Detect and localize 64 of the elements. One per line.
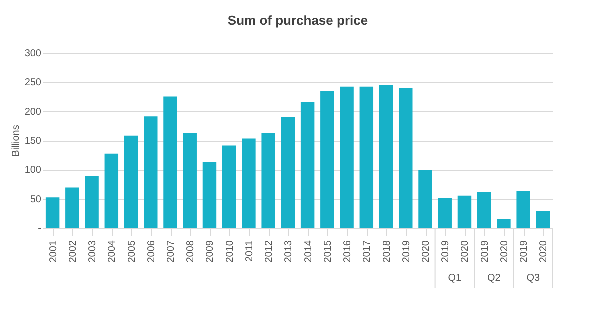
x-tick-label: 2010 [224, 240, 236, 263]
x-tick-label: 2013 [284, 240, 295, 263]
bar [281, 117, 296, 228]
y-tick-label: 200 [24, 106, 42, 118]
x-tick-label: 2019 [519, 240, 530, 263]
y-tick-label: 100 [24, 165, 42, 176]
chart-title: Sum of purchase price [228, 13, 368, 28]
bar [320, 92, 334, 228]
bar [202, 162, 217, 228]
bar [85, 176, 99, 228]
x-tick-label: 2012 [264, 240, 276, 263]
bar [536, 211, 550, 228]
bar [124, 136, 138, 228]
bar [262, 134, 276, 228]
x-tick-label: 2020 [538, 240, 550, 263]
y-axis-title: Billions [10, 125, 22, 157]
bar [360, 86, 374, 228]
x-tick-label: 2005 [126, 240, 138, 263]
x-tick-label: 2003 [88, 240, 99, 263]
x-tick-label: 2016 [342, 240, 354, 263]
bar [46, 198, 60, 228]
x-tick-label: 2018 [382, 240, 393, 263]
bar [242, 138, 256, 228]
bar [300, 102, 315, 228]
y-tick-label: 150 [24, 136, 42, 147]
x-tick-label: 2014 [303, 240, 314, 263]
y-tick-label: - [38, 224, 42, 234]
bar [497, 219, 511, 228]
bar [340, 86, 354, 228]
x-tick-label: 2019 [401, 240, 412, 263]
text: Q2 [487, 273, 502, 284]
x-tick-label: 2020 [499, 240, 510, 263]
bar [66, 188, 80, 228]
bar [477, 192, 492, 228]
x-tick-label: 2019 [480, 240, 491, 263]
y-tick-label: 300 [24, 48, 42, 60]
text: Q1 [448, 273, 462, 284]
y-tick-label: 50 [30, 194, 42, 206]
x-tick-label: 2019 [440, 240, 452, 263]
bar [399, 88, 413, 228]
bar [516, 191, 530, 228]
bar [222, 146, 236, 228]
bar [104, 154, 119, 228]
x-tick-label: 2011 [244, 240, 256, 262]
bar [379, 85, 394, 228]
x-tick-label: 2001 [48, 240, 60, 263]
bar [164, 96, 178, 228]
x-tick-label: 2020 [460, 240, 472, 263]
x-tick-label: 2002 [68, 240, 79, 263]
bar [418, 170, 432, 228]
x-tick-label: 2020 [421, 240, 432, 263]
x-tick-label: 2008 [186, 240, 197, 263]
text: Q3 [526, 273, 540, 284]
x-tick-label: 2015 [322, 240, 334, 263]
x-tick-label: 2004 [107, 240, 118, 263]
bar [183, 134, 197, 228]
y-tick-label: 250 [24, 78, 42, 89]
x-tick-label: 2006 [146, 240, 158, 263]
bar [144, 116, 158, 228]
x-tick-label: 2009 [205, 240, 216, 263]
bar [438, 198, 452, 228]
bar [458, 196, 472, 228]
x-tick-label: 2017 [362, 240, 374, 263]
x-tick-label: 2007 [166, 240, 177, 263]
